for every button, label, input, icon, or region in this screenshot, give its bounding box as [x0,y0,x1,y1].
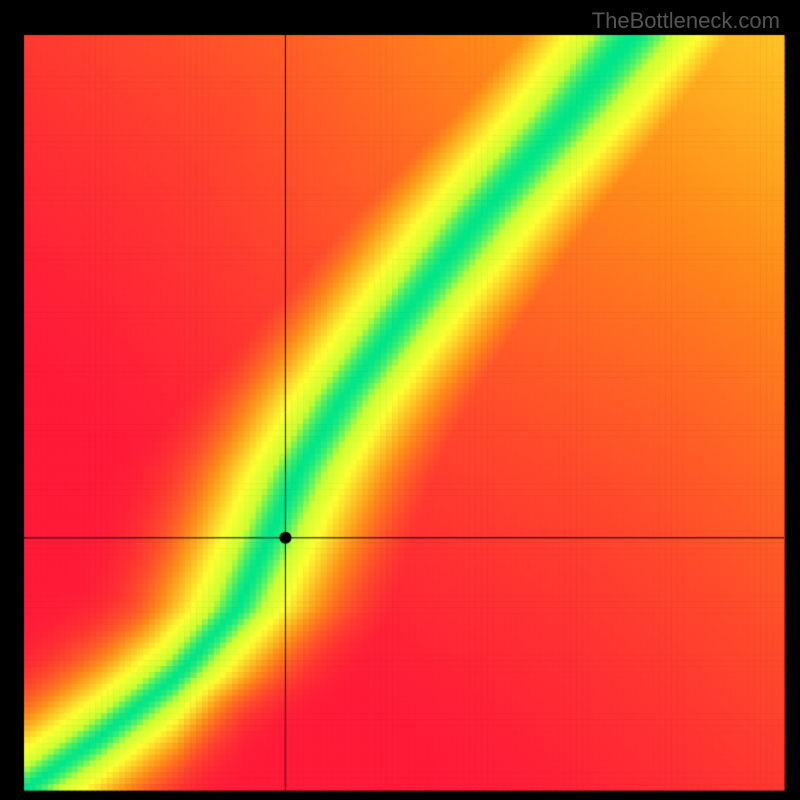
chart-container: TheBottleneck.com [0,0,800,800]
heatmap-canvas [0,0,800,800]
watermark-text: TheBottleneck.com [592,8,780,34]
